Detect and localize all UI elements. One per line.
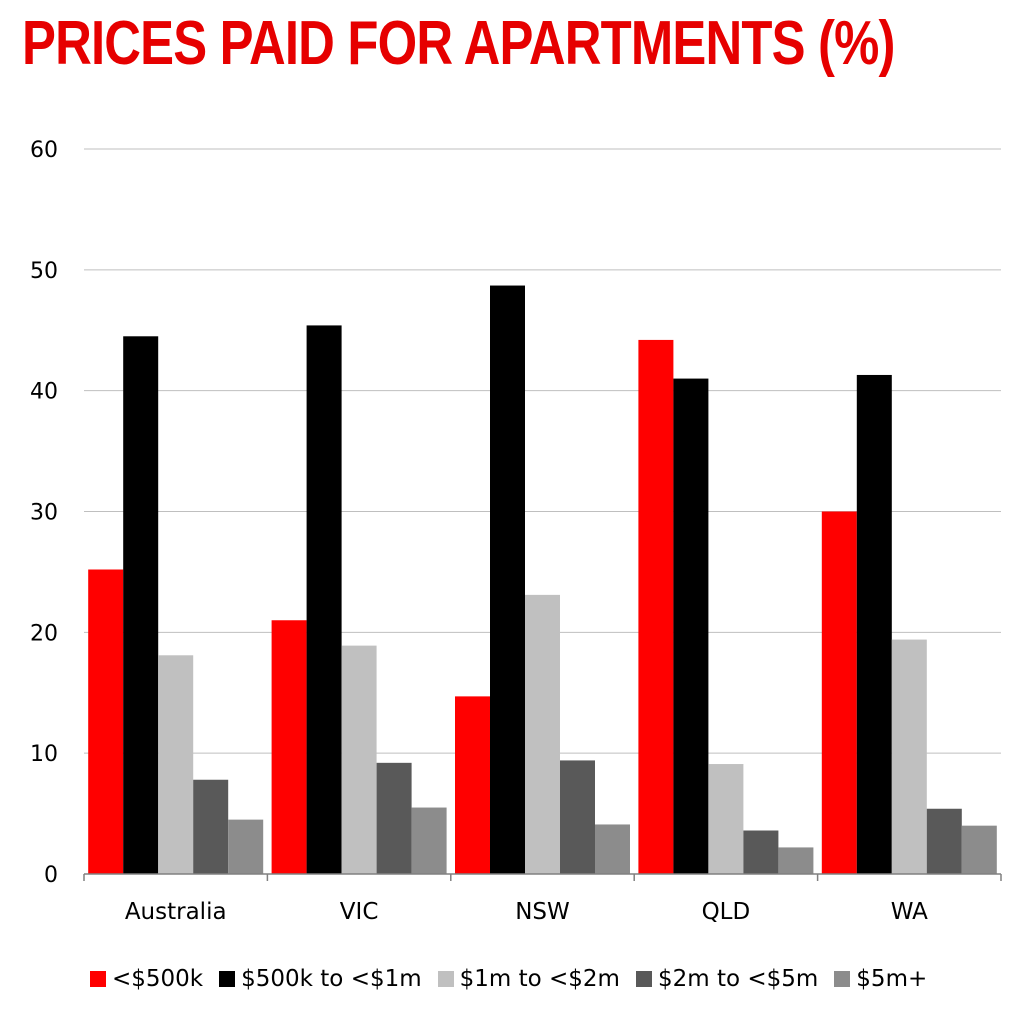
legend-swatch <box>437 971 454 987</box>
bars <box>88 285 997 875</box>
bar <box>376 762 412 874</box>
legend-label: $5m+ <box>856 966 928 992</box>
legend-label: $1m to <$2m <box>459 966 620 992</box>
bar <box>708 764 744 874</box>
legend-item: $500k to <$1m <box>219 966 422 992</box>
bar <box>778 847 814 874</box>
x-tick-label: VIC <box>340 899 379 925</box>
bar <box>525 594 560 874</box>
legend-label: $500k to <$1m <box>241 966 422 992</box>
bar <box>158 655 194 874</box>
bar <box>88 569 124 874</box>
x-tick-label: NSW <box>515 899 570 925</box>
bar <box>821 511 857 874</box>
y-tick-label: 20 <box>30 621 58 646</box>
bar <box>228 819 264 874</box>
bar <box>411 807 447 874</box>
bar <box>560 760 595 874</box>
bar <box>926 808 962 874</box>
bar <box>341 645 377 874</box>
legend-swatch <box>219 971 236 987</box>
legend: <$500k $500k to <$1m $1m to <$2m $2m to <$5… <box>90 962 943 996</box>
bar <box>455 696 490 874</box>
legend-swatch <box>635 971 652 987</box>
y-axis-ticks: 0 10 20 30 40 50 60 <box>30 138 58 888</box>
legend-label: <$500k <box>112 966 204 992</box>
legend-label: $2m to <$5m <box>657 966 819 992</box>
x-tick-label: Australia <box>125 899 227 925</box>
bar <box>490 285 525 875</box>
x-tick-label: WA <box>891 899 928 925</box>
bar <box>193 779 229 874</box>
x-axis-labels: Australia VIC NSW QLD WA <box>125 899 928 925</box>
bar <box>961 825 997 874</box>
legend-item: $2m to <$5m <box>635 966 819 992</box>
x-tick-label: QLD <box>702 899 751 925</box>
legend-item: <$500k <box>90 966 203 992</box>
bar <box>306 325 342 875</box>
y-tick-label: 10 <box>30 742 58 767</box>
legend-swatch <box>90 971 106 987</box>
chart-title: PRICES PAID FOR APARTMENTS (%) <box>22 9 895 78</box>
y-tick-label: 30 <box>30 501 58 526</box>
bar <box>123 336 159 875</box>
bar <box>271 620 307 874</box>
bar <box>743 830 779 874</box>
bar <box>595 824 630 874</box>
y-tick-label: 40 <box>30 380 58 405</box>
y-tick-label: 50 <box>30 259 58 284</box>
y-tick-label: 60 <box>30 138 58 163</box>
x-axis <box>83 873 1002 881</box>
bar <box>856 374 892 874</box>
bar <box>891 639 927 874</box>
legend-swatch <box>834 971 851 987</box>
bar <box>638 339 674 875</box>
legend-item: $1m to <$2m <box>437 966 620 992</box>
legend-item: $5m+ <box>834 966 927 992</box>
y-tick-label: 0 <box>44 863 58 888</box>
bar <box>673 378 709 874</box>
